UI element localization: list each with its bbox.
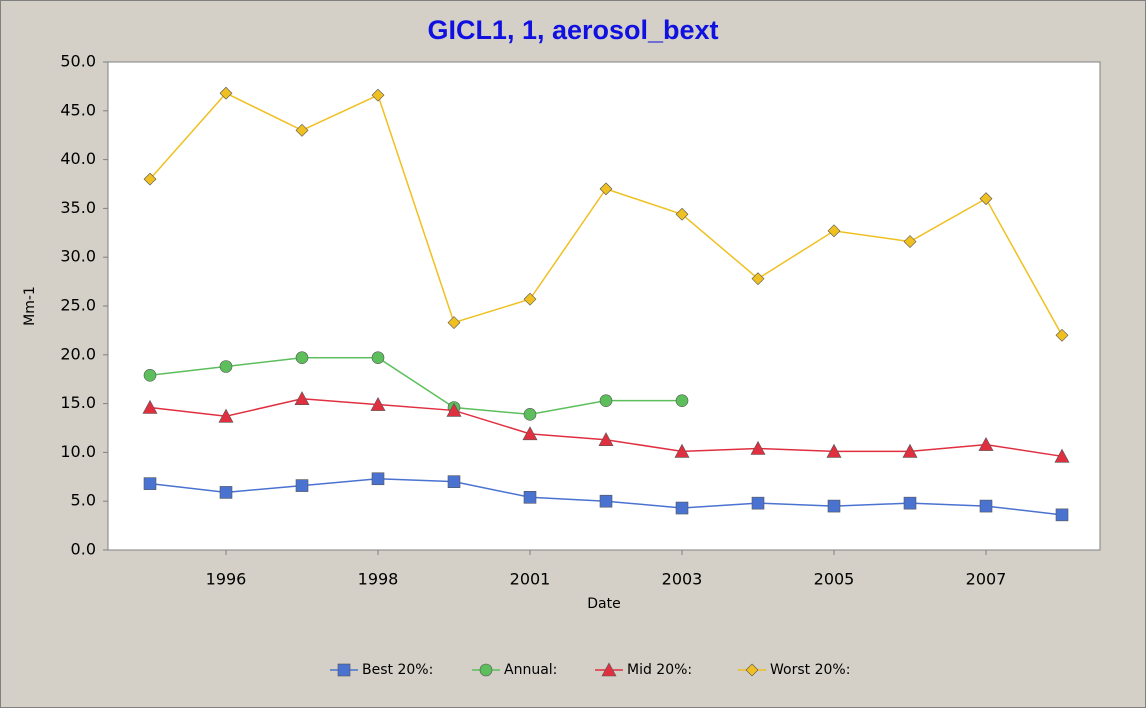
y-tick-label: 0.0 [71, 540, 96, 559]
data-point [294, 391, 310, 406]
data-point [371, 472, 385, 486]
x-tick-label: 1998 [358, 570, 399, 589]
y-tick-label: 10.0 [60, 442, 96, 461]
y-tick-label: 45.0 [60, 100, 96, 119]
data-point [219, 86, 233, 100]
data-point [903, 235, 917, 249]
data-point [826, 443, 842, 458]
y-axis-label: Mm-1 [22, 286, 38, 326]
legend-label: Annual: [504, 662, 557, 678]
y-tick-label: 15.0 [60, 393, 96, 412]
data-point [675, 501, 689, 515]
data-point [903, 496, 917, 510]
data-point [523, 490, 537, 504]
data-point [979, 499, 993, 513]
data-point [143, 477, 157, 490]
data-point [598, 432, 614, 447]
chart-title: GICL1, 1, aerosol_bext [427, 15, 718, 45]
legend-label: Mid 20%: [627, 662, 692, 678]
data-point [827, 499, 841, 513]
data-point [1054, 448, 1070, 463]
legend-marker [479, 663, 493, 677]
data-point [523, 408, 537, 421]
data-point [143, 172, 157, 186]
data-point [599, 394, 613, 407]
data-point [675, 207, 689, 221]
data-point [751, 272, 765, 286]
x-tick-label: 1996 [206, 570, 247, 589]
data-point [979, 192, 993, 206]
y-tick-label: 5.0 [71, 491, 96, 510]
data-point [295, 351, 309, 365]
data-point [978, 436, 994, 451]
data-point [675, 394, 689, 407]
data-point [902, 443, 918, 458]
plot-area [107, 61, 1101, 551]
data-point [370, 396, 386, 411]
y-tick-label: 50.0 [60, 52, 96, 71]
y-tick-label: 35.0 [60, 198, 96, 217]
x-axis-label: Date [587, 596, 620, 612]
x-tick-label: 2003 [662, 570, 703, 589]
data-point [522, 426, 538, 441]
data-point [219, 360, 233, 373]
x-tick-label: 2007 [966, 570, 1007, 589]
data-point [674, 443, 690, 458]
data-point [599, 182, 613, 196]
y-tick-label: 40.0 [60, 149, 96, 168]
data-point [371, 88, 385, 102]
data-point [447, 475, 461, 488]
data-point [142, 399, 158, 414]
data-point [447, 316, 461, 330]
legend-label: Worst 20%: [770, 662, 850, 678]
data-point [371, 351, 385, 365]
legend-marker [601, 662, 617, 677]
data-point [295, 123, 309, 137]
data-point [750, 440, 766, 455]
data-point [218, 408, 234, 423]
legend-marker [337, 663, 351, 677]
x-tick-label: 2005 [814, 570, 855, 589]
data-point [143, 368, 157, 382]
y-tick-label: 25.0 [60, 296, 96, 315]
y-tick-label: 30.0 [60, 247, 96, 266]
y-tick-label: 20.0 [60, 344, 96, 363]
data-point [827, 224, 841, 238]
data-point [523, 292, 537, 306]
legend-marker [745, 663, 759, 677]
data-point [1055, 508, 1069, 522]
data-point [1055, 328, 1069, 342]
data-point [295, 479, 309, 492]
data-point [446, 402, 462, 417]
x-tick-label: 2001 [510, 570, 551, 589]
data-point [751, 496, 765, 510]
data-point [599, 494, 613, 508]
legend-label: Best 20%: [362, 662, 433, 678]
data-point [219, 486, 233, 499]
series-line [149, 356, 682, 416]
